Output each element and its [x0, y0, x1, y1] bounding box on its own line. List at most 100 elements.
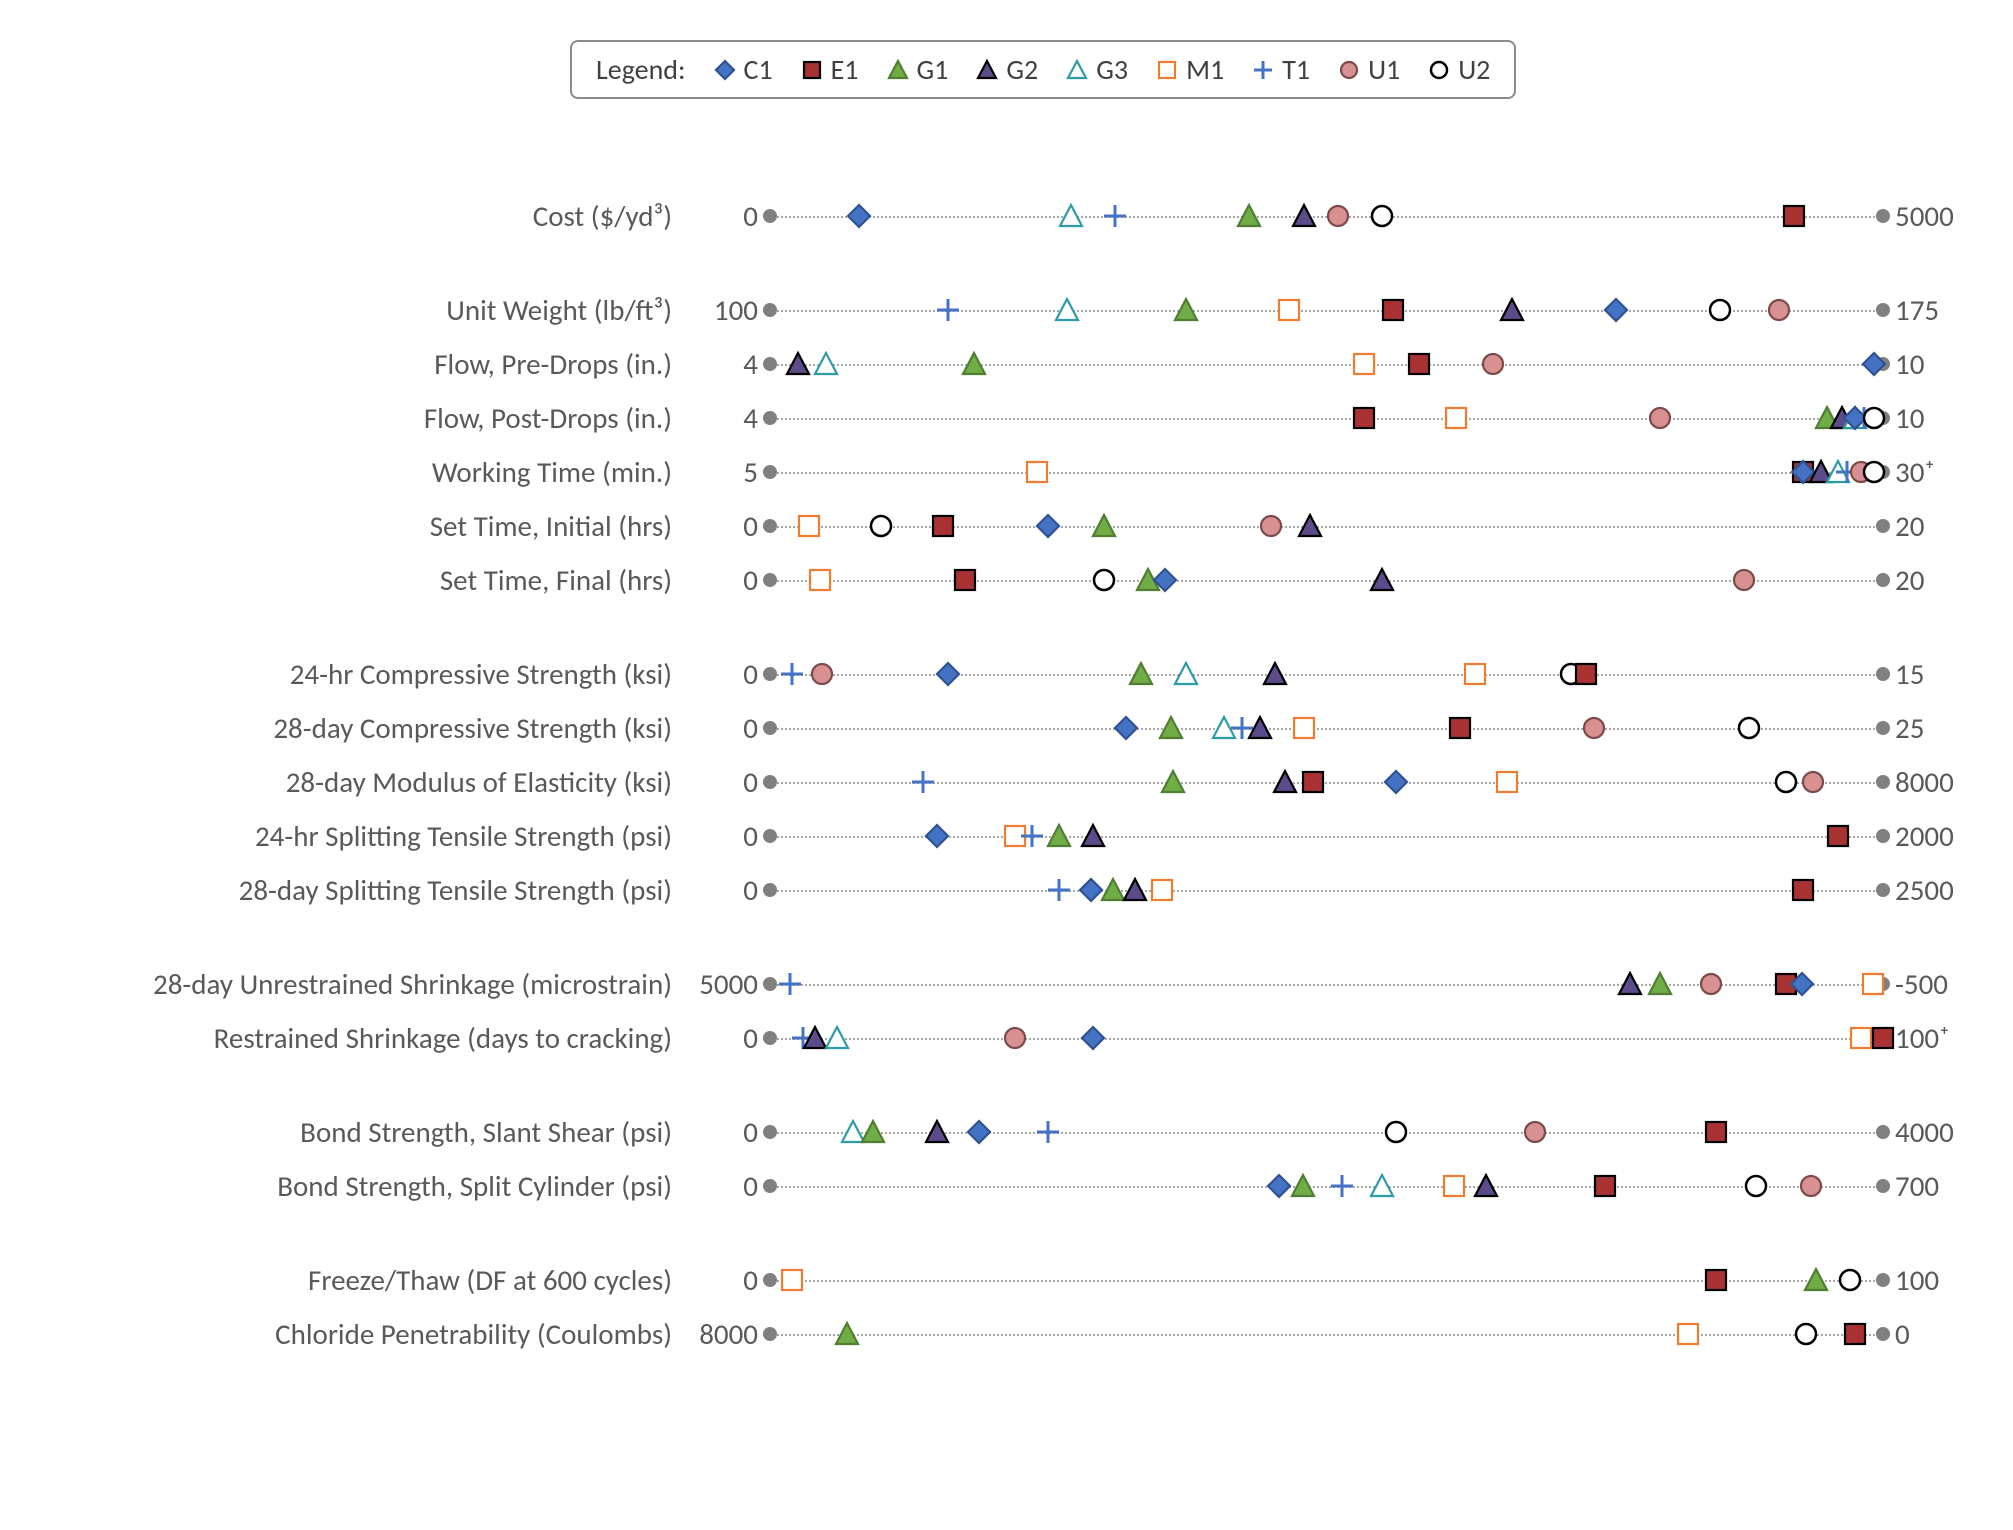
- legend-item-g3: G3: [1066, 52, 1128, 87]
- endpoint-dot: [763, 209, 777, 223]
- metric-row: 28-day Compressive Strength (ksi)025: [40, 701, 1973, 755]
- row-label: Flow, Post-Drops (in.): [40, 400, 680, 436]
- row-max: 175: [1883, 292, 1973, 328]
- legend-title: Legend:: [596, 52, 686, 87]
- marker-e1: [1790, 877, 1816, 903]
- marker-g1: [1236, 203, 1262, 229]
- marker-g3: [1058, 203, 1084, 229]
- legend-label: U2: [1458, 52, 1490, 87]
- legend-label: C1: [744, 52, 773, 87]
- marker-e1: [1447, 715, 1473, 741]
- marker-u1: [1766, 297, 1792, 323]
- row-max: 15: [1883, 656, 1973, 692]
- marker-c1: [1152, 567, 1178, 593]
- marker-e1: [1703, 1119, 1729, 1145]
- row-min: 4: [680, 346, 770, 382]
- row-track: [770, 863, 1883, 917]
- marker-g2: [1080, 823, 1106, 849]
- endpoint-dot: [763, 465, 777, 479]
- row-track: [770, 553, 1883, 607]
- metric-row: 28-day Splitting Tensile Strength (psi)0…: [40, 863, 1973, 917]
- row-min: 0: [680, 764, 770, 800]
- marker-u2: [868, 513, 894, 539]
- marker-u1: [1325, 203, 1351, 229]
- legend-item-u1: U1: [1338, 52, 1400, 87]
- row-min: 0: [680, 1114, 770, 1150]
- marker-u1: [1731, 567, 1757, 593]
- row-min: 0: [680, 710, 770, 746]
- marker-u2: [1743, 1173, 1769, 1199]
- row-track: [770, 1159, 1883, 1213]
- legend-label: U1: [1368, 52, 1400, 87]
- row-label: Bond Strength, Slant Shear (psi): [40, 1114, 680, 1150]
- legend-label: M1: [1186, 52, 1224, 87]
- metric-row: Freeze/Thaw (DF at 600 cycles)0100: [40, 1253, 1973, 1307]
- row-max: 10: [1883, 400, 1973, 436]
- endpoint-dot: [763, 1031, 777, 1045]
- endpoint-dot: [763, 519, 777, 533]
- metric-row: Set Time, Final (hrs)020: [40, 553, 1973, 607]
- endpoint-dot: [1876, 303, 1890, 317]
- row-label: 28-day Unrestrained Shrinkage (microstra…: [40, 966, 680, 1002]
- marker-c1: [1266, 1173, 1292, 1199]
- marker-g1: [1160, 769, 1186, 795]
- marker-g2: [1122, 877, 1148, 903]
- marker-g2: [1473, 1173, 1499, 1199]
- marker-u1: [1800, 769, 1826, 795]
- endpoint-dot: [763, 1327, 777, 1341]
- legend-item-c1: C1: [714, 52, 773, 87]
- row-label: Set Time, Final (hrs): [40, 562, 680, 598]
- marker-u1: [1002, 1025, 1028, 1051]
- metric-row: Bond Strength, Slant Shear (psi)04000: [40, 1105, 1973, 1159]
- marker-m1: [779, 1267, 805, 1293]
- endpoint-dot: [763, 829, 777, 843]
- marker-c1: [924, 823, 950, 849]
- marker-u1: [1698, 971, 1724, 997]
- legend-item-t1: T1: [1252, 52, 1310, 87]
- marker-u2: [1091, 567, 1117, 593]
- endpoint-dot: [1876, 519, 1890, 533]
- marker-g1: [834, 1321, 860, 1347]
- marker-g1: [1091, 513, 1117, 539]
- marker-t1: [1329, 1173, 1355, 1199]
- row-max: 10: [1883, 346, 1973, 382]
- marker-u2: [1861, 459, 1887, 485]
- row-label: Set Time, Initial (hrs): [40, 508, 680, 544]
- metric-row: 24-hr Compressive Strength (ksi)015: [40, 647, 1973, 701]
- row-max: 5000: [1883, 198, 1973, 234]
- marker-e1: [1406, 351, 1432, 377]
- marker-e1: [1592, 1173, 1618, 1199]
- endpoint-dot: [1876, 883, 1890, 897]
- row-label: 28-day Splitting Tensile Strength (psi): [40, 872, 680, 908]
- marker-m1: [1291, 715, 1317, 741]
- marker-c1: [1383, 769, 1409, 795]
- marker-u1: [1581, 715, 1607, 741]
- row-min: 4: [680, 400, 770, 436]
- row-label: 24-hr Splitting Tensile Strength (psi): [40, 818, 680, 854]
- row-label: 28-day Modulus of Elasticity (ksi): [40, 764, 680, 800]
- marker-g1: [1803, 1267, 1829, 1293]
- row-track: [770, 499, 1883, 553]
- endpoint-dot: [763, 357, 777, 371]
- row-label: 24-hr Compressive Strength (ksi): [40, 656, 680, 692]
- endpoint-dot: [1876, 1179, 1890, 1193]
- marker-u2: [1837, 1267, 1863, 1293]
- marker-t1: [1035, 1119, 1061, 1145]
- marker-m1: [1351, 351, 1377, 377]
- row-max: 2000: [1883, 818, 1973, 854]
- marker-u1: [1798, 1173, 1824, 1199]
- marker-c1: [935, 661, 961, 687]
- marker-u1: [1258, 513, 1284, 539]
- metric-row: Working Time (min.)530⁺: [40, 445, 1973, 499]
- marker-g2: [1369, 567, 1395, 593]
- marker-m1: [1860, 971, 1886, 997]
- marker-g1: [961, 351, 987, 377]
- row-min: 0: [680, 872, 770, 908]
- endpoint-dot: [763, 721, 777, 735]
- row-track: [770, 189, 1883, 243]
- marker-e1: [1703, 1267, 1729, 1293]
- marker-g1: [860, 1119, 886, 1145]
- row-max: 20: [1883, 508, 1973, 544]
- endpoint-dot: [763, 303, 777, 317]
- marker-g3: [1054, 297, 1080, 323]
